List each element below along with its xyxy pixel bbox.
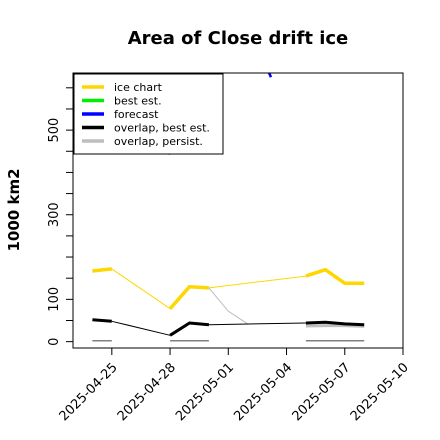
y-axis-label: 1000 km2 [5,168,23,251]
series-ice-chart-line-1 [168,284,210,310]
x-tick-label-2025-04-28: 2025-04-28 [115,360,179,424]
series-overlap-best-line-2 [305,320,365,327]
y-tick-label-0: 0 [47,338,62,346]
x-tick-label-2025-05-07: 2025-05-07 [290,360,354,424]
series-overlap-best-line-1 [169,321,210,337]
legend-label-ice-chart: ice chart [114,81,163,94]
y-tick-label-300: 300 [47,202,62,227]
chart-title: Area of Close drift ice [128,28,349,49]
legend-label-overlap-persist: overlap, persist. [114,135,203,148]
x-tick-label-2025-04-25: 2025-04-25 [57,360,121,424]
series-ice-chart-connector-line-0 [92,268,365,310]
legend-label-best-est: best est. [114,95,162,108]
x-tick-label-2025-05-04: 2025-05-04 [231,360,295,424]
y-tick-label-100: 100 [47,287,62,312]
series-overlap-persist-line-0 [305,324,365,328]
x-tick-label-2025-05-10: 2025-05-10 [348,360,412,424]
series-overlap-best-line-0 [92,318,112,323]
x-tick-label-2025-05-01: 2025-05-01 [173,360,237,424]
series-forecast-line-0 [267,73,273,78]
legend-label-overlap-best-est: overlap, best est. [114,122,210,135]
series-ice-chart-line-2 [305,267,365,286]
series-persist-connector-line-0 [208,287,248,325]
plot-frame [72,72,404,349]
series-ice-chart-line-0 [92,267,112,273]
y-tick-label-500: 500 [47,118,62,143]
legend-label-forecast: forecast [114,108,159,121]
